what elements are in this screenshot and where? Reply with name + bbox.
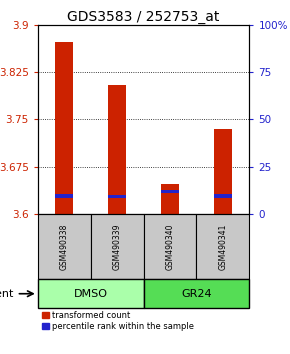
Bar	[214, 129, 232, 214]
Text: agent: agent	[0, 289, 14, 299]
Text: GSM490338: GSM490338	[60, 223, 69, 270]
Text: GSM490339: GSM490339	[113, 223, 122, 270]
Text: GR24: GR24	[181, 289, 212, 299]
Legend: transformed count, percentile rank within the sample: transformed count, percentile rank withi…	[42, 311, 194, 331]
Bar	[108, 195, 126, 198]
Bar	[55, 194, 73, 198]
Text: DMSO: DMSO	[74, 289, 108, 299]
Bar	[161, 190, 179, 193]
Bar	[144, 279, 249, 308]
Text: GSM490341: GSM490341	[218, 223, 227, 270]
Text: GSM490340: GSM490340	[166, 223, 175, 270]
Title: GDS3583 / 252753_at: GDS3583 / 252753_at	[67, 10, 220, 24]
Bar	[144, 214, 196, 279]
Bar	[197, 214, 249, 279]
Bar	[108, 85, 126, 214]
Bar	[161, 184, 179, 214]
Bar	[55, 42, 73, 214]
Bar	[38, 214, 90, 279]
Bar	[90, 214, 144, 279]
Bar	[38, 279, 144, 308]
Bar	[214, 194, 232, 198]
